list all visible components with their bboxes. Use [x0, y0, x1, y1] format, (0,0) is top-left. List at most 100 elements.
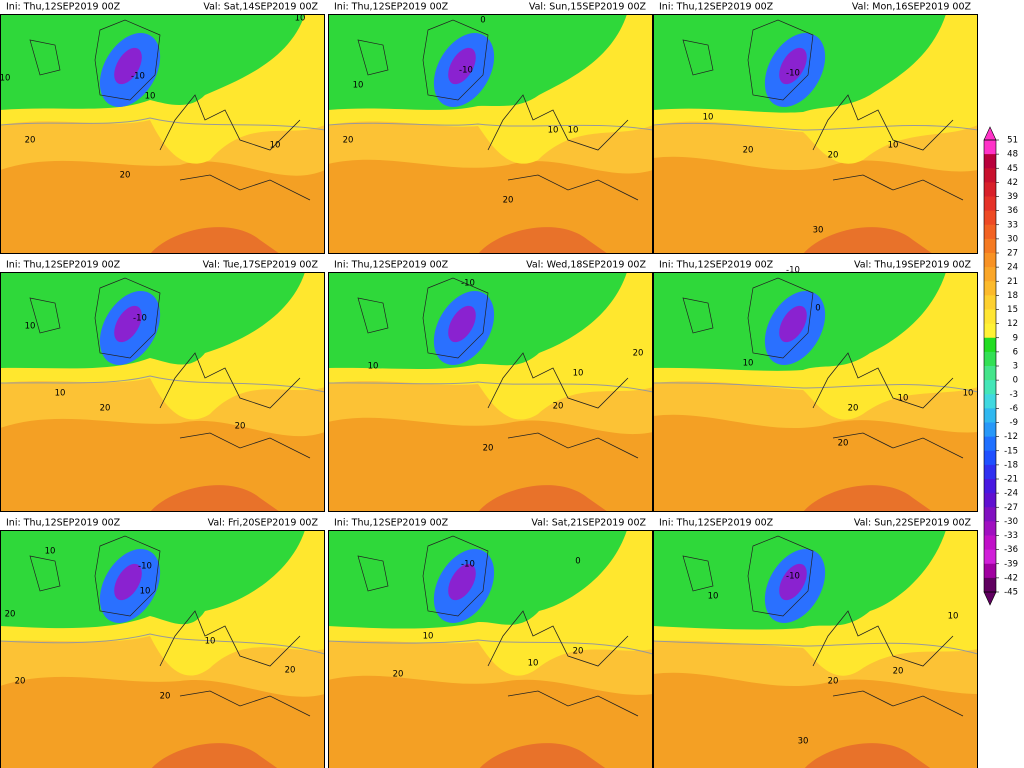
contour-label: 10: [568, 126, 579, 136]
init-time: Ini: Thu,12SEP2019 00Z: [334, 2, 449, 13]
colorbar-segment: [984, 154, 996, 169]
colorbar-segment: [984, 196, 996, 212]
colorbar-segment: [984, 507, 996, 522]
map-panel: Ini: Thu,12SEP2019 00Z Val: Thu,19SEP2019…: [653, 260, 978, 512]
cold-center: [114, 563, 142, 601]
valid-time: Val: Tue,17SEP2019 00Z: [203, 260, 319, 271]
map: [328, 272, 653, 512]
hot-field: [479, 743, 606, 768]
contour-label: -10: [131, 72, 145, 82]
map-frame: [0, 530, 325, 768]
colorbar-label: 12: [1007, 319, 1018, 329]
map-panel: Ini: Thu,12SEP2019 00Z Val: Mon,16SEP2019…: [653, 2, 978, 254]
valid-time: Val: Sat,14SEP2019 00Z: [203, 2, 318, 13]
contour-label: 20: [838, 439, 849, 449]
colorbar-label: 30: [1007, 234, 1018, 244]
contour: [0, 633, 325, 655]
colorbar-label: 39: [1007, 192, 1018, 202]
colorbar-segment: [984, 366, 996, 381]
hot-field: [803, 227, 933, 254]
init-time: Ini: Thu,12SEP2019 00Z: [6, 518, 121, 529]
coastline: [357, 535, 489, 617]
init-time: Ini: Thu,12SEP2019 00Z: [659, 518, 774, 529]
contour-label: 0: [480, 16, 485, 26]
colorbar-label: 21: [1007, 277, 1018, 287]
valid-time: Val: Wed,18SEP2019 00Z: [526, 260, 646, 271]
contour-label: 10: [0, 74, 10, 84]
hot-field: [151, 743, 278, 768]
coastline: [29, 535, 161, 617]
init-time: Ini: Thu,12SEP2019 00Z: [334, 260, 449, 271]
colorbar-segment: [984, 535, 996, 551]
coastline: [682, 19, 814, 101]
hot-field: [150, 227, 280, 254]
colorbar-segment: [984, 309, 996, 325]
colorbar-segment: [984, 521, 996, 536]
contour-label: 0: [575, 557, 580, 567]
map-panel: Ini: Thu,12SEP2019 00Z Val: Sat,14SEP2019…: [0, 2, 325, 254]
colorbar-segment: [984, 295, 996, 310]
contour-label: 20: [483, 444, 494, 454]
colorbar-segment: [984, 238, 996, 254]
cold-center: [448, 563, 476, 601]
map: [0, 530, 325, 768]
contour-label: -10: [786, 572, 800, 582]
contour-label: -10: [786, 69, 800, 79]
colorbar-label: 33: [1007, 220, 1018, 230]
contour-label: 10: [898, 394, 909, 404]
colorbar-segment: [984, 380, 996, 395]
colorbar-segment: [984, 450, 996, 466]
init-time: Ini: Thu,12SEP2019 00Z: [659, 2, 774, 13]
colorbar-label: -6: [1010, 404, 1018, 414]
map-frame: [653, 272, 978, 512]
contour-label: 20: [743, 146, 754, 156]
contour-label: 20: [25, 136, 36, 146]
map: [328, 14, 653, 254]
map-frame: [653, 530, 978, 768]
colorbar-label: -3: [1010, 390, 1018, 400]
colorbar-segment: [984, 351, 996, 367]
colorbar-label: 18: [1007, 291, 1018, 301]
colorbar-segment: [984, 436, 996, 452]
coastline: [682, 277, 814, 359]
colorbar-label: 27: [1007, 249, 1018, 259]
contour-label: 30: [798, 737, 809, 747]
colorbar-label: -12: [1004, 432, 1018, 442]
coastline: [159, 610, 311, 717]
colorbar-segment: [984, 182, 996, 197]
init-time: Ini: Thu,12SEP2019 00Z: [6, 260, 121, 271]
colorbar-segment: [984, 493, 996, 508]
cold-center: [114, 305, 142, 343]
colorbar-label: 0: [1013, 376, 1018, 386]
cold-center: [448, 47, 476, 85]
init-time: Ini: Thu,12SEP2019 00Z: [659, 260, 774, 271]
colorbar-label: -18: [1004, 460, 1018, 470]
coastline: [357, 19, 489, 101]
contour-label: 10: [948, 612, 959, 622]
colorbar-segment: [984, 267, 996, 282]
contour-label: 20: [503, 196, 514, 206]
contour-label: 10: [888, 141, 899, 151]
colorbar-segment: [984, 464, 996, 480]
contour-label: 10: [528, 659, 539, 669]
contour-label: 20: [848, 404, 859, 414]
coastline: [487, 94, 639, 201]
map-frame: [328, 272, 653, 512]
contour-label: -10: [786, 266, 800, 276]
valid-time: Val: Sun,22SEP2019 00Z: [854, 518, 972, 529]
contour-label: 20: [893, 667, 904, 677]
contour-label: 10: [205, 637, 216, 647]
contour-label: 10: [708, 592, 719, 602]
cold-center: [114, 47, 142, 85]
hot-field: [478, 227, 608, 254]
colorbar-label: 15: [1007, 305, 1018, 315]
colorbar-label: -21: [1004, 475, 1018, 485]
contour-label: 10: [703, 113, 714, 123]
colorbar-label: 6: [1013, 347, 1018, 357]
contour: [0, 117, 325, 131]
coastline: [159, 352, 311, 459]
hot-field: [150, 485, 280, 512]
contour-label: -10: [461, 560, 475, 570]
